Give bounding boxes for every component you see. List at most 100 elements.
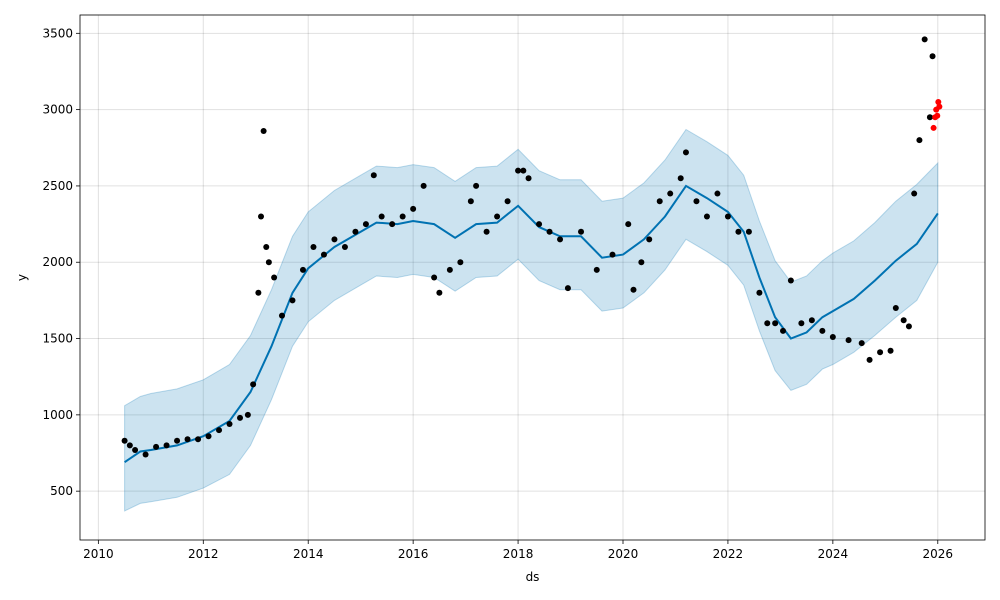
- x-tick-label: 2020: [608, 547, 639, 561]
- observed-point: [926, 114, 933, 121]
- observed-point: [473, 182, 480, 189]
- observed-point: [630, 286, 637, 293]
- observed-point: [546, 228, 553, 235]
- x-axis-ticks: 2010 2012 2014 2016 2018 2020 2022 2024 2026: [83, 540, 953, 561]
- observed-point: [780, 327, 787, 334]
- observed-point: [638, 259, 645, 266]
- observed-point: [693, 198, 700, 205]
- x-tick-label: 2026: [923, 547, 954, 561]
- observed-point: [756, 289, 763, 296]
- observed-point: [310, 243, 317, 250]
- observed-point: [467, 198, 474, 205]
- observed-point: [866, 356, 873, 363]
- observed-point: [341, 243, 348, 250]
- observed-point: [921, 36, 928, 43]
- observed-point: [362, 221, 369, 228]
- y-tick-label: 500: [50, 484, 73, 498]
- uncertainty-band: [124, 128, 939, 512]
- observed-point: [260, 127, 267, 134]
- y-tick-label: 1500: [42, 332, 73, 346]
- observed-points: [121, 36, 936, 458]
- y-axis-ticks: 500 1000 1500 2000 2500 3000 3500: [42, 26, 80, 498]
- observed-point: [494, 213, 501, 220]
- observed-point: [237, 414, 244, 421]
- observed-point: [593, 266, 600, 273]
- observed-point: [352, 228, 359, 235]
- observed-point: [265, 259, 272, 266]
- recent-actual-point: [930, 124, 937, 131]
- observed-point: [504, 198, 511, 205]
- observed-point: [263, 243, 270, 250]
- x-axis-label: ds: [526, 570, 540, 584]
- uncertainty-band-area: [124, 128, 939, 512]
- observed-point: [929, 53, 936, 60]
- y-tick-label: 2500: [42, 179, 73, 193]
- observed-point: [900, 317, 907, 324]
- observed-point: [370, 172, 377, 179]
- observed-point: [226, 421, 233, 428]
- observed-point: [216, 427, 223, 434]
- observed-point: [564, 285, 571, 292]
- observed-point: [153, 443, 160, 450]
- observed-point: [646, 236, 653, 243]
- observed-point: [787, 277, 794, 284]
- recent-actual-point: [935, 98, 942, 105]
- observed-point: [578, 228, 585, 235]
- recent-actual-points: [930, 98, 943, 131]
- observed-point: [905, 323, 912, 330]
- observed-point: [289, 297, 296, 304]
- x-tick-label: 2022: [713, 547, 744, 561]
- observed-point: [798, 320, 805, 327]
- observed-point: [772, 320, 779, 327]
- observed-point: [735, 228, 742, 235]
- observed-point: [845, 337, 852, 344]
- observed-point: [682, 149, 689, 156]
- observed-point: [808, 317, 815, 324]
- observed-point: [724, 213, 731, 220]
- observed-point: [916, 137, 923, 144]
- observed-point: [378, 213, 385, 220]
- observed-point: [446, 266, 453, 273]
- recent-actual-point: [934, 112, 941, 119]
- x-tick-label: 2016: [398, 547, 429, 561]
- plot-frame: [79, 14, 986, 541]
- observed-point: [667, 190, 674, 197]
- observed-point: [656, 198, 663, 205]
- observed-point: [420, 182, 427, 189]
- observed-point: [714, 190, 721, 197]
- observed-point: [399, 213, 406, 220]
- observed-point: [278, 312, 285, 319]
- observed-point: [255, 289, 262, 296]
- observed-point: [320, 251, 327, 258]
- observed-point: [431, 274, 438, 281]
- x-tick-label: 2010: [83, 547, 114, 561]
- observed-point: [745, 228, 752, 235]
- x-tick-label: 2018: [503, 547, 534, 561]
- observed-point: [520, 167, 527, 174]
- observed-point: [126, 442, 133, 449]
- observed-point: [142, 451, 149, 458]
- observed-point: [829, 334, 836, 341]
- observed-point: [389, 221, 396, 228]
- observed-point: [410, 205, 417, 212]
- y-tick-label: 2000: [42, 255, 73, 269]
- observed-point: [557, 236, 564, 243]
- observed-point: [174, 437, 181, 444]
- x-tick-label: 2024: [818, 547, 849, 561]
- observed-point: [271, 274, 278, 281]
- observed-point: [457, 259, 464, 266]
- observed-point: [436, 289, 443, 296]
- observed-point: [677, 175, 684, 182]
- observed-point: [625, 221, 632, 228]
- y-tick-label: 1000: [42, 408, 73, 422]
- y-tick-label: 3000: [42, 103, 73, 117]
- observed-point: [764, 320, 771, 327]
- observed-point: [184, 436, 191, 443]
- observed-point: [331, 236, 338, 243]
- observed-point: [819, 327, 826, 334]
- observed-point: [877, 349, 884, 356]
- observed-point: [205, 433, 212, 440]
- observed-point: [121, 437, 128, 444]
